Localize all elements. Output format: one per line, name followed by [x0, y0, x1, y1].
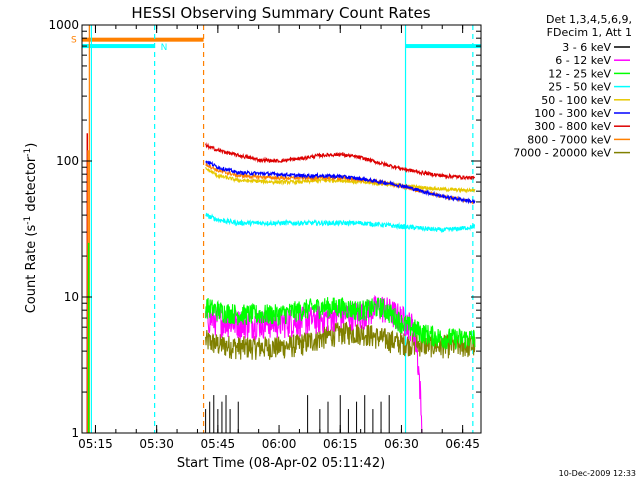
series-line — [205, 142, 476, 181]
axes: 1 10 100 1000 05:15 05:30 05:45 06:00 06:15 06:30… — [48, 18, 482, 451]
legend-label: 6 - 12 keV — [555, 54, 611, 67]
y-axis-label-sup2: -1 — [23, 148, 33, 157]
y-axis-label-sup1: -1 — [23, 216, 33, 225]
status-bar-label: N — [161, 43, 168, 53]
x-tick-label: 06:45 — [445, 437, 480, 451]
x-tick-label: 06:30 — [384, 437, 419, 451]
legend-label: 100 - 300 keV — [534, 107, 611, 120]
series-line — [205, 212, 476, 233]
y-tick-label: 1 — [71, 426, 79, 440]
legend-label: 800 - 7000 keV — [527, 133, 611, 146]
series-line — [205, 297, 476, 350]
status-bar-label: S — [71, 36, 77, 46]
y-tick-label: 1000 — [48, 18, 79, 32]
legend: Det 1,3,4,5,6,9,FDecim 1, Att 1 3 - 6 keV… — [513, 13, 632, 160]
series-line — [205, 166, 476, 194]
x-tick-label: 06:00 — [262, 437, 297, 451]
y-axis-label-part1: Count Rate (s — [24, 225, 39, 314]
legend-label: 300 - 800 keV — [534, 120, 611, 133]
x-tick-label: 06:15 — [323, 437, 358, 451]
timestamp: 10-Dec-2009 12:33 — [559, 469, 636, 478]
x-tick-label: 05:45 — [201, 437, 236, 451]
legend-label: 50 - 100 keV — [541, 94, 611, 107]
vertical-markers — [88, 25, 474, 433]
legend-label: 25 - 50 keV — [548, 81, 611, 94]
data-series — [86, 133, 476, 434]
y-axis-label-part2: detector — [24, 156, 39, 216]
status-bar — [405, 44, 481, 49]
legend-header: Det 1,3,4,5,6,9, — [546, 13, 632, 26]
legend-header: FDecim 1, Att 1 — [547, 26, 632, 39]
plot-frame — [81, 24, 482, 434]
status-bars: SN — [71, 36, 481, 53]
status-bar — [82, 37, 204, 42]
x-tick-label: 05:15 — [78, 437, 113, 451]
y-tick-label: 100 — [56, 154, 79, 168]
series-line — [205, 160, 476, 205]
y-axis-label: Count Rate (s-1 detector-1) — [23, 143, 39, 314]
legend-label: 12 - 25 keV — [548, 67, 611, 80]
y-tick-label: 10 — [64, 290, 79, 304]
legend-label: 3 - 6 keV — [562, 41, 611, 54]
legend-label: 7000 - 20000 keV — [513, 147, 611, 160]
status-bar — [82, 44, 155, 49]
x-axis-label: Start Time (08-Apr-02 05:11:42) — [177, 456, 385, 471]
y-axis-label-part3: ) — [24, 143, 39, 148]
x-tick-label: 05:30 — [139, 437, 174, 451]
chart-title: HESSI Observing Summary Count Rates — [131, 4, 430, 22]
